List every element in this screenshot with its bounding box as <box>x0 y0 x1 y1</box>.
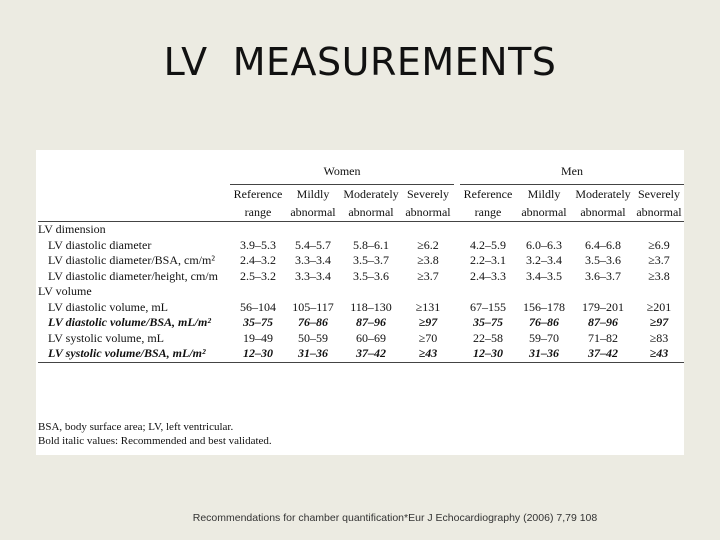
table-cell: 31–36 <box>286 346 340 363</box>
column-header: abnormal <box>340 203 402 222</box>
table-cell: ≥3.8 <box>648 268 670 283</box>
table-row: LV diastolic diameter 3.9–5.3 5.4–5.7 5.8–6… <box>38 238 684 254</box>
group-header-women: Women <box>230 158 454 185</box>
table-cell: 2.4–3.3 <box>470 268 506 283</box>
column-header: range <box>460 203 516 222</box>
column-header: Severely <box>407 186 449 201</box>
measurements-table-image: Women Men Reference Mildly Moderately Se… <box>36 150 684 455</box>
table-cell: 118–130 <box>350 299 392 314</box>
table-cell: 37–42 <box>572 346 634 363</box>
table-row: LV systolic volume/BSA, mL/m² 12–30 31–36 3… <box>38 346 684 363</box>
table-cell: ≥43 <box>402 346 454 363</box>
table-cell: 37–42 <box>340 346 402 363</box>
table-footnotes: BSA, body surface area; LV, left ventric… <box>38 420 272 448</box>
section-label: LV volume <box>38 284 92 299</box>
table-cell: 12–30 <box>230 346 286 363</box>
table-cell: 76–86 <box>529 315 559 330</box>
table-row: LV diastolic volume/BSA, mL/m² 35–75 76–86… <box>38 315 684 331</box>
table-cell: 3.4–3.5 <box>526 268 562 283</box>
group-header-men: Men <box>460 158 684 185</box>
table-cell: ≥70 <box>418 330 438 345</box>
citation: Recommendations for chamber quantificati… <box>192 512 598 524</box>
column-header: Moderately <box>575 186 631 201</box>
table-cell: 2.5–3.2 <box>240 268 276 283</box>
table-cell: 2.4–3.2 <box>240 253 276 268</box>
table-cell: 105–117 <box>292 299 334 314</box>
table-cell: ≥3.7 <box>417 268 439 283</box>
table-cell: 3.3–3.4 <box>295 268 331 283</box>
lv-measurements-table: Women Men Reference Mildly Moderately Se… <box>38 158 684 363</box>
column-header: abnormal <box>634 203 684 222</box>
table-cell: 6.4–6.8 <box>585 237 621 252</box>
table-row: LV diastolic volume, mL 56–104 105–117 118–… <box>38 300 684 316</box>
table-cell: 3.3–3.4 <box>295 253 331 268</box>
column-header: abnormal <box>286 203 340 222</box>
column-header: Severely <box>638 186 680 201</box>
table-cell: 31–36 <box>516 346 572 363</box>
table-cell: 19–49 <box>243 330 273 345</box>
row-label: LV diastolic volume/BSA, mL/m² <box>48 315 211 330</box>
table-cell: 35–75 <box>243 315 273 330</box>
table-cell: 3.9–5.3 <box>240 237 276 252</box>
column-header: abnormal <box>402 203 454 222</box>
table-cell: ≥83 <box>649 330 669 345</box>
table-cell: 3.5–3.7 <box>353 253 389 268</box>
table-cell: ≥201 <box>646 299 672 314</box>
table-cell: ≥3.7 <box>648 253 670 268</box>
footnote-abbreviations: BSA, body surface area; LV, left ventric… <box>38 421 234 433</box>
table-cell: 60–69 <box>356 330 386 345</box>
table-cell: 3.5–3.6 <box>353 268 389 283</box>
footnote-emphasis: Bold italic values: Recommended and best… <box>38 435 272 447</box>
table-cell: 5.8–6.1 <box>353 237 389 252</box>
row-label: LV systolic volume, mL <box>48 330 165 345</box>
table-cell: 50–59 <box>298 330 328 345</box>
table-cell: ≥97 <box>418 315 438 330</box>
table-cell: 4.2–5.9 <box>470 237 506 252</box>
row-label: LV diastolic diameter/BSA, cm/m² <box>48 253 215 268</box>
section-row: LV volume <box>38 284 684 300</box>
row-label: LV diastolic diameter <box>48 237 152 252</box>
column-header: Reference <box>233 186 283 201</box>
column-header: abnormal <box>572 203 634 222</box>
table-cell: ≥6.2 <box>417 237 439 252</box>
table-cell: 3.2–3.4 <box>526 253 562 268</box>
table-cell: 22–58 <box>473 330 503 345</box>
table-cell: 6.0–6.3 <box>526 237 562 252</box>
table-cell: 179–201 <box>582 299 624 314</box>
section-row: LV dimension <box>38 222 684 238</box>
table-row: LV diastolic diameter/BSA, cm/m² 2.4–3.2 3… <box>38 253 684 269</box>
table-cell: 12–30 <box>460 346 516 363</box>
row-label: LV diastolic diameter/height, cm/m <box>48 268 218 283</box>
slide-title: LV MEASUREMENTS <box>163 40 557 84</box>
column-header: Reference <box>463 186 513 201</box>
column-header: Moderately <box>343 186 399 201</box>
column-header: abnormal <box>516 203 572 222</box>
table-cell: 3.6–3.7 <box>585 268 621 283</box>
table-cell: 35–75 <box>473 315 503 330</box>
table-cell: ≥131 <box>415 299 441 314</box>
table-cell: 76–86 <box>298 315 328 330</box>
column-header: Mildly <box>296 186 330 201</box>
table-cell: 56–104 <box>240 299 276 314</box>
table-cell: 87–96 <box>588 315 618 330</box>
table-cell: 71–82 <box>588 330 618 345</box>
table-cell: ≥6.9 <box>648 237 670 252</box>
column-header: range <box>230 203 286 222</box>
row-label: LV diastolic volume, mL <box>48 299 168 314</box>
section-label: LV dimension <box>38 222 106 237</box>
table-row: LV systolic volume, mL 19–49 50–59 60–69 ≥70… <box>38 331 684 347</box>
table-cell: 5.4–5.7 <box>295 237 331 252</box>
table-cell: 87–96 <box>356 315 386 330</box>
row-label: LV systolic volume/BSA, mL/m² <box>38 346 230 363</box>
table-cell: 156–178 <box>523 299 565 314</box>
table-cell: 2.2–3.1 <box>470 253 506 268</box>
table-cell: 3.5–3.6 <box>585 253 621 268</box>
table-cell: 67–155 <box>470 299 506 314</box>
table-row: LV diastolic diameter/height, cm/m 2.5–3.… <box>38 269 684 285</box>
table-cell: 59–70 <box>529 330 559 345</box>
table-cell: ≥43 <box>634 346 684 363</box>
column-header: Mildly <box>527 186 561 201</box>
table-cell: ≥97 <box>649 315 669 330</box>
table-cell: ≥3.8 <box>417 253 439 268</box>
